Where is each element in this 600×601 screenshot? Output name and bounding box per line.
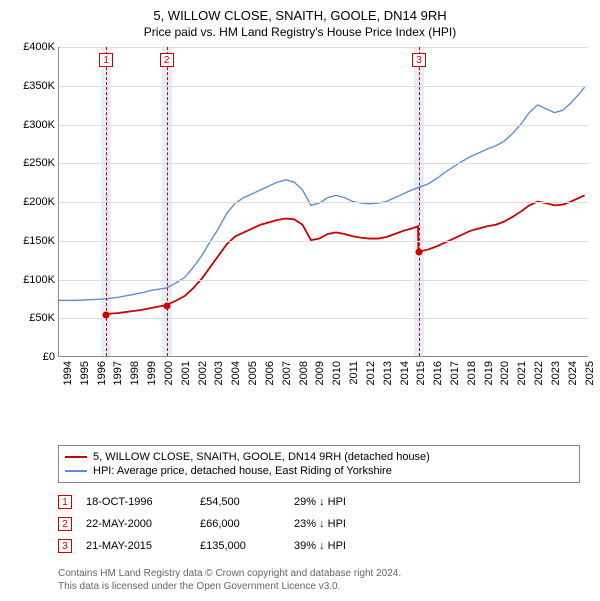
x-tick-label: 2003 [213, 361, 225, 385]
y-tick-label: £100K [23, 274, 55, 286]
chart-container: 5, WILLOW CLOSE, SNAITH, GOOLE, DN14 9RH… [0, 0, 600, 601]
chart-subtitle: Price paid vs. HM Land Registry's House … [10, 25, 590, 39]
x-tick-label: 2022 [533, 361, 545, 385]
x-tick-label: 2025 [584, 361, 596, 385]
footer-attribution: Contains HM Land Registry data © Crown c… [58, 567, 580, 593]
marker-line [167, 47, 168, 356]
x-tick-label: 2015 [415, 361, 427, 385]
x-tick-label: 2009 [314, 361, 326, 385]
y-tick-label: £200K [23, 196, 55, 208]
event-date: 18-OCT-1996 [86, 496, 186, 508]
x-tick-label: 2007 [281, 361, 293, 385]
event-delta: 29% ↓ HPI [294, 496, 346, 508]
x-tick-label: 2017 [449, 361, 461, 385]
event-date: 21-MAY-2015 [86, 540, 186, 552]
event-price: £66,000 [200, 518, 280, 530]
marker-box: 2 [160, 53, 174, 67]
marker-line [106, 47, 107, 356]
y-tick-label: £300K [23, 119, 55, 131]
marker-dot [416, 249, 423, 256]
x-tick-label: 2018 [466, 361, 478, 385]
plot-region: £0£50K£100K£150K£200K£250K£300K£350K£400… [58, 47, 588, 357]
x-tick-label: 2012 [365, 361, 377, 385]
y-tick-label: £0 [43, 351, 55, 363]
chart-title: 5, WILLOW CLOSE, SNAITH, GOOLE, DN14 9RH [10, 8, 590, 23]
event-row: 1 18-OCT-1996 £54,500 29% ↓ HPI [58, 491, 580, 513]
x-tick-label: 1994 [62, 361, 74, 385]
legend-label: HPI: Average price, detached house, East… [93, 465, 392, 477]
y-tick-label: £150K [23, 235, 55, 247]
x-tick-label: 2024 [567, 361, 579, 385]
x-tick-label: 1999 [146, 361, 158, 385]
x-tick-label: 2016 [432, 361, 444, 385]
footer-line: Contains HM Land Registry data © Crown c… [58, 567, 580, 580]
x-tick-label: 2019 [483, 361, 495, 385]
marker-line [419, 47, 420, 356]
event-table: 1 18-OCT-1996 £54,500 29% ↓ HPI 2 22-MAY-2000… [58, 491, 580, 557]
legend-item: HPI: Average price, detached house, East… [65, 464, 573, 478]
event-delta: 39% ↓ HPI [294, 540, 346, 552]
x-tick-label: 2004 [230, 361, 242, 385]
event-price: £54,500 [200, 496, 280, 508]
marker-dot [163, 302, 170, 309]
marker-dot [103, 311, 110, 318]
y-axis-labels: £0£50K£100K£150K£200K£250K£300K£350K£400… [11, 47, 55, 356]
x-tick-label: 2006 [264, 361, 276, 385]
event-row: 2 22-MAY-2000 £66,000 23% ↓ HPI [58, 513, 580, 535]
x-tick-label: 2010 [331, 361, 343, 385]
legend-label: 5, WILLOW CLOSE, SNAITH, GOOLE, DN14 9RH… [93, 451, 430, 463]
y-tick-label: £250K [23, 157, 55, 169]
x-axis-labels: 1994 1995 1996 1997 1998 1999 2000 2001 2002 2003… [58, 361, 588, 401]
x-tick-label: 2020 [499, 361, 511, 385]
event-date: 22-MAY-2000 [86, 518, 186, 530]
legend-item: 5, WILLOW CLOSE, SNAITH, GOOLE, DN14 9RH… [65, 450, 573, 464]
event-marker-box: 3 [58, 539, 72, 553]
x-tick-label: 2023 [550, 361, 562, 385]
footer-line: This data is licensed under the Open Gov… [58, 580, 580, 593]
x-tick-label: 2008 [298, 361, 310, 385]
marker-box: 1 [99, 53, 113, 67]
x-tick-label: 2001 [180, 361, 192, 385]
event-marker-box: 2 [58, 517, 72, 531]
legend: 5, WILLOW CLOSE, SNAITH, GOOLE, DN14 9RH… [58, 445, 580, 483]
event-marker-box: 1 [58, 495, 72, 509]
x-tick-label: 2005 [247, 361, 259, 385]
legend-swatch [65, 470, 87, 472]
x-tick-label: 2011 [348, 361, 360, 385]
x-tick-label: 1995 [79, 361, 91, 385]
y-tick-label: £400K [23, 41, 55, 53]
series-hpi [59, 87, 585, 300]
x-tick-label: 2021 [516, 361, 528, 385]
event-price: £135,000 [200, 540, 280, 552]
series-price_paid [106, 195, 585, 314]
chart-area: £0£50K£100K£150K£200K£250K£300K£350K£400… [58, 47, 580, 401]
x-tick-label: 1996 [96, 361, 108, 385]
x-tick-label: 1997 [112, 361, 124, 385]
x-tick-label: 2013 [382, 361, 394, 385]
legend-swatch [65, 456, 87, 458]
marker-box: 3 [412, 53, 426, 67]
event-delta: 23% ↓ HPI [294, 518, 346, 530]
event-row: 3 21-MAY-2015 £135,000 39% ↓ HPI [58, 535, 580, 557]
y-tick-label: £350K [23, 80, 55, 92]
x-tick-label: 2002 [197, 361, 209, 385]
x-tick-label: 1998 [129, 361, 141, 385]
x-tick-label: 2014 [399, 361, 411, 385]
y-tick-label: £50K [29, 312, 55, 324]
x-tick-label: 2000 [163, 361, 175, 385]
